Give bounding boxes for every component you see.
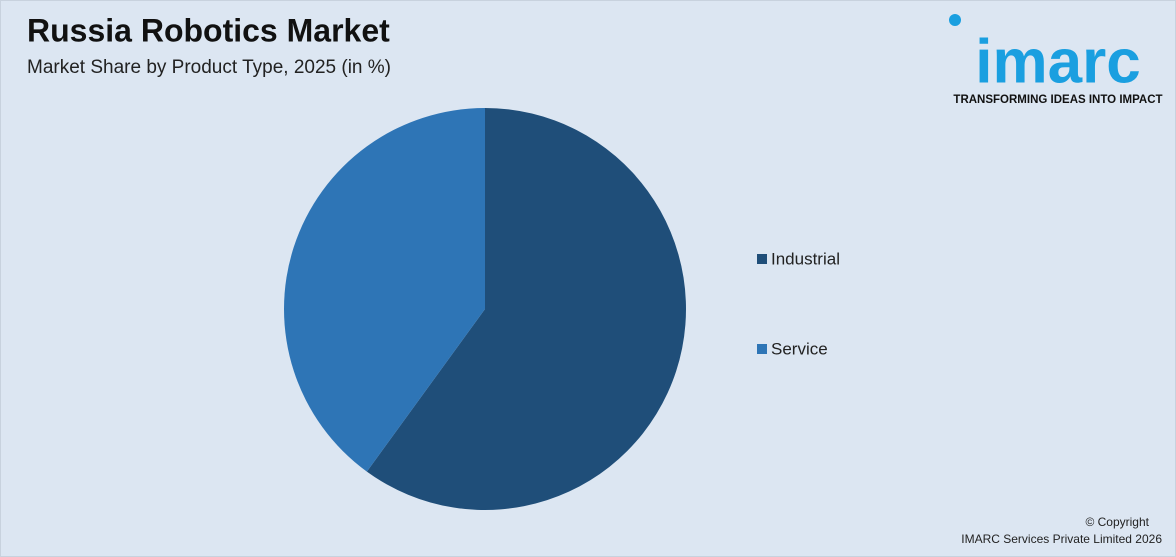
pie-slice — [284, 108, 485, 472]
legend-label: Service — [771, 339, 828, 358]
copyright: IMARC Services Private Limited 2026 — [961, 532, 1162, 546]
legend-swatch — [757, 254, 767, 264]
logo: imarc — [975, 27, 1140, 96]
pie-slice — [366, 108, 687, 511]
legend-swatch — [757, 344, 767, 354]
chart-title: Russia Robotics Market — [27, 12, 390, 48]
logo-tagline: TRANSFORMING IDEAS INTO IMPACT — [953, 94, 1162, 106]
legend-label: Industrial — [771, 249, 840, 268]
copyright: © Copyright — [1085, 515, 1149, 529]
logo-dot — [949, 14, 961, 26]
chart-subtitle: Market Share by Product Type, 2025 (in %… — [27, 57, 391, 78]
